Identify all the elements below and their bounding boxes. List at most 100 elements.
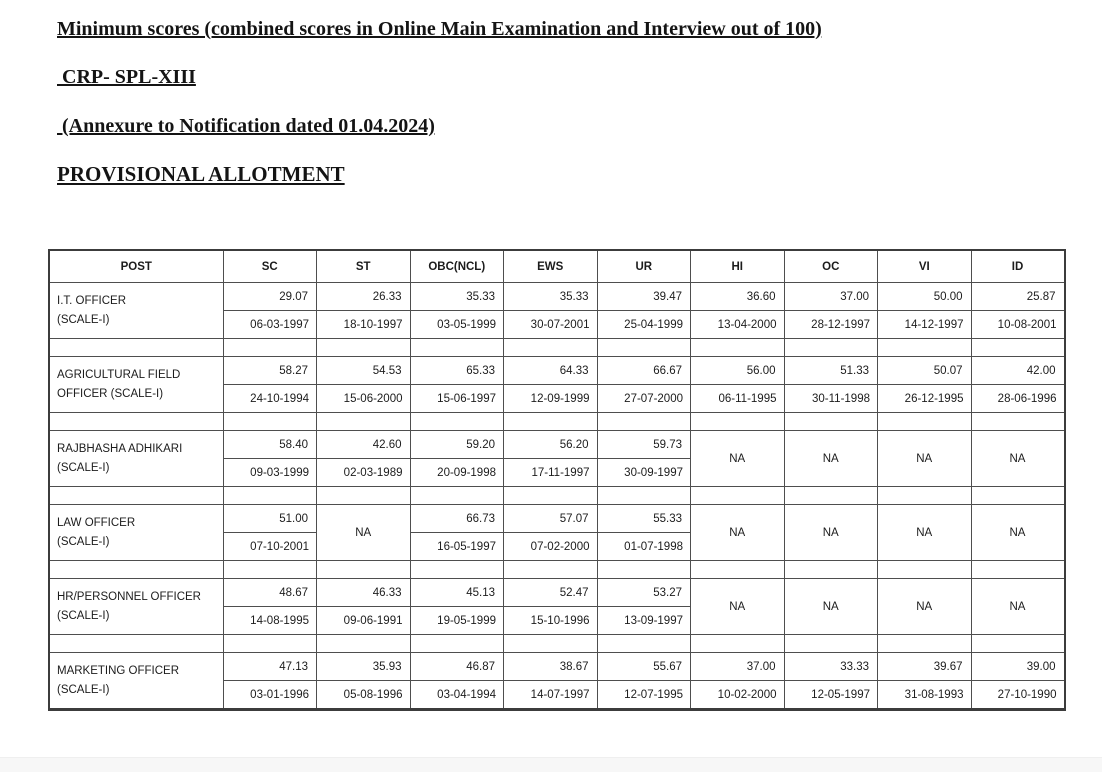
na-cell: NA	[690, 504, 785, 562]
date-cell: 10-02-2000	[690, 680, 785, 711]
spacer-cell	[222, 634, 317, 654]
date-cell: 17-11-1997	[503, 458, 598, 488]
date-cell: 09-06-1991	[316, 606, 411, 636]
score-cell: 65.33	[409, 356, 504, 386]
spacer-cell	[48, 338, 224, 358]
spacer-cell	[690, 560, 785, 580]
score-cell: 56.00	[690, 356, 785, 386]
score-cell: 51.33	[783, 356, 878, 386]
score-cell: 51.00	[222, 504, 317, 534]
date-cell: 01-07-1998	[596, 532, 691, 562]
na-cell: NA	[783, 504, 878, 562]
date-cell: 30-09-1997	[596, 458, 691, 488]
score-cell: 37.00	[690, 652, 785, 682]
post-cell: MARKETING OFFICER (SCALE-I)	[48, 652, 224, 711]
post-label: AGRICULTURAL FIELD	[57, 369, 181, 382]
table-row: MARKETING OFFICER (SCALE-I) 47.13 35.93 46.8…	[48, 652, 1065, 711]
score-cell: 52.47	[503, 578, 598, 608]
na-cell: NA	[877, 504, 972, 562]
date-cell: 15-06-2000	[316, 384, 411, 414]
date-cell: 13-04-2000	[690, 310, 785, 340]
post-label: (SCALE-I)	[57, 461, 110, 474]
table-row: 14-08-1995 09-06-1991 19-05-1999 15-10-1996…	[49, 606, 1065, 636]
spacer-cell	[877, 634, 972, 654]
spacer-cell	[48, 634, 224, 654]
spacer-row	[48, 412, 1065, 432]
spacer-cell	[409, 338, 504, 358]
column-header-vi: VI	[877, 249, 972, 284]
spacer-cell	[316, 486, 411, 506]
date-cell: 12-05-1997	[783, 680, 878, 711]
column-header-post: POST	[48, 249, 224, 284]
spacer-row	[48, 560, 1065, 580]
spacer-cell	[690, 486, 785, 506]
date-cell: 27-10-1990	[970, 680, 1065, 711]
na-cell: NA	[783, 430, 878, 488]
doc-subtitle-provisional: PROVISIONAL ALLOTMENT	[57, 162, 345, 186]
date-cell: 06-11-1995	[690, 384, 785, 414]
table-row: I.T. OFFICER (SCALE-I) 29.07 26.33 35.33 35.3…	[48, 282, 1065, 340]
table-row: HR/PERSONNEL OFFICER (SCALE-I) 48.67 46.33 4…	[48, 578, 1065, 636]
score-cell: 39.47	[596, 282, 691, 312]
score-cell: 47.13	[222, 652, 317, 682]
date-cell: 25-04-1999	[596, 310, 691, 340]
column-header-obc-ncl: OBC(NCL)	[409, 249, 504, 284]
spacer-cell	[222, 412, 317, 432]
date-cell: 07-02-2000	[503, 532, 598, 562]
score-cell: 25.87	[970, 282, 1065, 312]
na-cell: NA	[690, 578, 785, 636]
table-row: LAW OFFICER (SCALE-I) 51.00 NA 66.73 57.07 55.…	[48, 504, 1065, 562]
date-cell: 28-12-1997	[783, 310, 878, 340]
spacer-cell	[596, 486, 691, 506]
date-cell: 27-07-2000	[596, 384, 691, 414]
score-cell: 33.33	[783, 652, 878, 682]
table-row: 24-10-1994 15-06-2000 15-06-1997 12-09-1999…	[49, 384, 1065, 414]
spacer-cell	[596, 338, 691, 358]
date-cell: 07-10-2001	[222, 532, 317, 562]
date-cell: 14-07-1997	[503, 680, 598, 711]
score-cell: 54.53	[316, 356, 411, 386]
column-header-id: ID	[970, 249, 1065, 284]
na-cell: NA	[690, 430, 785, 488]
document-page: Minimum scores (combined scores in Onlin…	[48, 18, 1066, 712]
date-cell: 14-12-1997	[877, 310, 972, 340]
na-cell: NA	[877, 430, 972, 488]
post-label: OFFICER (SCALE-I)	[57, 387, 164, 400]
date-cell: 30-11-1998	[783, 384, 878, 414]
table-row: 06-03-1997 18-10-1997 03-05-1999 30-07-2001…	[49, 310, 1065, 340]
date-cell: 12-07-1995	[596, 680, 691, 711]
score-cell: 55.67	[596, 652, 691, 682]
score-cell: 29.07	[222, 282, 317, 312]
spacer-cell	[596, 634, 691, 654]
spacer-cell	[409, 634, 504, 654]
column-header-oc: OC	[783, 249, 878, 284]
date-cell: 19-05-1999	[409, 606, 504, 636]
bottom-bar	[0, 757, 1102, 772]
date-cell: 26-12-1995	[877, 384, 972, 414]
date-cell: 30-07-2001	[503, 310, 598, 340]
date-cell: 03-05-1999	[409, 310, 504, 340]
date-cell: 14-08-1995	[222, 606, 317, 636]
spacer-cell	[596, 560, 691, 580]
post-label: (SCALE-I)	[57, 313, 110, 326]
score-cell: 50.07	[877, 356, 972, 386]
spacer-cell	[48, 486, 224, 506]
score-cell: 64.33	[503, 356, 598, 386]
na-cell: NA	[877, 578, 972, 636]
post-label: LAW OFFICER	[57, 517, 136, 530]
date-cell: 18-10-1997	[316, 310, 411, 340]
spacer-cell	[690, 634, 785, 654]
table-row: 03-01-1996 05-08-1996 03-04-1994 14-07-1997…	[49, 680, 1065, 711]
score-cell: 38.67	[503, 652, 598, 682]
score-cell: 66.73	[409, 504, 504, 534]
na-cell: NA	[970, 578, 1065, 636]
table-row: 09-03-1999 02-03-1989 20-09-1998 17-11-1997…	[49, 458, 1065, 488]
date-cell: 10-08-2001	[970, 310, 1065, 340]
na-cell: NA	[970, 430, 1065, 488]
score-cell: 39.00	[970, 652, 1065, 682]
doc-title: Minimum scores (combined scores in Onlin…	[57, 18, 822, 40]
spacer-cell	[970, 486, 1065, 506]
score-cell: 56.20	[503, 430, 598, 460]
spacer-cell	[783, 338, 878, 358]
column-header-ur: UR	[596, 249, 691, 284]
